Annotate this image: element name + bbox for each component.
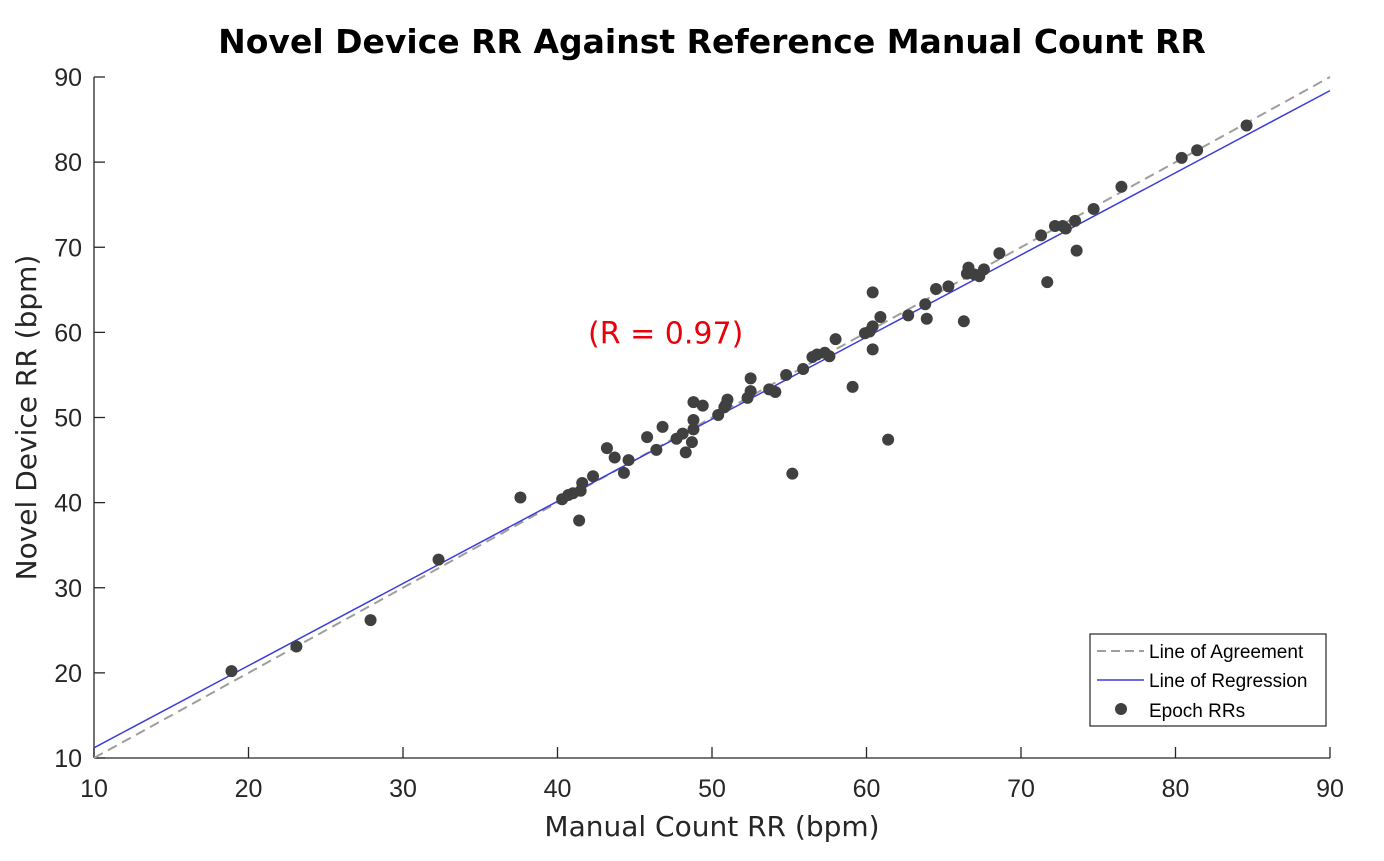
epoch-rr-point [1087, 202, 1100, 215]
y-tick-label: 90 [54, 64, 82, 92]
epoch-rr-point [866, 343, 879, 356]
y-tick-label: 10 [54, 745, 82, 773]
epoch-rr-point [769, 385, 782, 398]
epoch-rr-point [514, 491, 527, 504]
epoch-rr-point [1240, 119, 1253, 132]
epoch-rr-point [432, 553, 445, 566]
epoch-rr-point [1041, 276, 1054, 289]
y-tick-label: 60 [54, 319, 82, 347]
epoch-rr-point [993, 247, 1006, 260]
epoch-rr-point [617, 466, 630, 479]
epoch-rr-point [866, 286, 879, 299]
legend-agreement-label: Line of Agreement [1149, 642, 1304, 663]
epoch-rr-point [696, 399, 709, 412]
legend-regression-label: Line of Regression [1149, 671, 1307, 692]
legend-box [1089, 633, 1327, 727]
epoch-rr-point [290, 640, 303, 653]
epoch-rr-point [656, 420, 669, 433]
x-tick-label: 80 [1162, 775, 1190, 803]
epoch-rr-point [608, 451, 621, 464]
legend-epoch-marker [1115, 703, 1127, 715]
chart-title: Novel Device RR Against Reference Manual… [218, 22, 1206, 61]
epoch-rr-point [685, 436, 698, 449]
epoch-rr-point [622, 454, 635, 467]
y-tick-label: 80 [54, 149, 82, 177]
epoch-rr-point [600, 442, 613, 455]
epoch-rr-point [225, 665, 238, 678]
y-tick-label: 70 [54, 234, 82, 262]
y-tick-label: 30 [54, 575, 82, 603]
epoch-rr-point [786, 467, 799, 480]
epoch-rr-point [902, 309, 915, 322]
epoch-rr-point [1115, 180, 1128, 193]
x-tick-label: 60 [853, 775, 881, 803]
epoch-rr-point [780, 368, 793, 381]
plot-area: 10 20 30 40 50 60 70 80 90 10 20 30 40 50 60 70 80 90 [54, 64, 1344, 803]
epoch-rr-point [866, 320, 879, 333]
x-tick-label: 40 [544, 775, 572, 803]
epoch-rr-point [846, 380, 859, 393]
legend: Line of Agreement Line of Regression Epo… [1089, 633, 1327, 727]
epoch-rr-point [977, 263, 990, 276]
epoch-rr-point [942, 280, 955, 293]
x-tick-label: 70 [1007, 775, 1035, 803]
y-axis-label: Novel Device RR (bpm) [10, 255, 43, 581]
x-tick-label: 90 [1316, 775, 1344, 803]
epoch-rr-point [576, 477, 589, 490]
epoch-rr-point [744, 372, 757, 385]
epoch-rr-point [679, 446, 692, 459]
x-tick-label: 50 [698, 775, 726, 803]
epoch-rr-point [823, 350, 836, 363]
epoch-rr-point [957, 315, 970, 328]
y-tick-label: 40 [54, 490, 82, 518]
epoch-rr-point [687, 396, 700, 409]
epoch-rr-point [650, 443, 663, 456]
epoch-rr-point [1070, 244, 1083, 257]
x-tick-label: 20 [235, 775, 263, 803]
epoch-rr-point [919, 298, 932, 311]
epoch-rr-point [1069, 214, 1082, 227]
x-tick-label: 30 [389, 775, 417, 803]
epoch-rr-point [1175, 151, 1188, 164]
epoch-rr-point [882, 433, 895, 446]
x-tick-label: 10 [80, 775, 108, 803]
epoch-rr-point [920, 312, 933, 325]
epoch-rr-point [364, 614, 377, 627]
epoch-rr-point [874, 311, 887, 324]
epoch-rr-point [721, 393, 734, 406]
epoch-rr-point [641, 431, 654, 444]
y-tick-label: 50 [54, 405, 82, 433]
epoch-rr-point [1059, 222, 1072, 235]
epoch-rr-point [797, 362, 810, 375]
x-axis-label: Manual Count RR (bpm) [544, 810, 879, 843]
epoch-rr-point [687, 414, 700, 427]
epoch-rr-point [687, 423, 700, 436]
epoch-rr-point [1191, 144, 1204, 157]
epoch-rr-point [676, 427, 689, 440]
epoch-rr-point [829, 333, 842, 346]
line-of-regression [93, 89, 1331, 749]
epoch-rr-point [744, 385, 757, 398]
epoch-rr-point [930, 282, 943, 295]
epoch-rr-point [1035, 229, 1048, 242]
epoch-rr-point [587, 470, 600, 483]
correlation-annotation: (R = 0.97) [588, 316, 743, 351]
legend-epoch-label: Epoch RRs [1149, 701, 1245, 722]
epoch-rr-point [573, 514, 586, 527]
y-tick-label: 20 [54, 660, 82, 688]
